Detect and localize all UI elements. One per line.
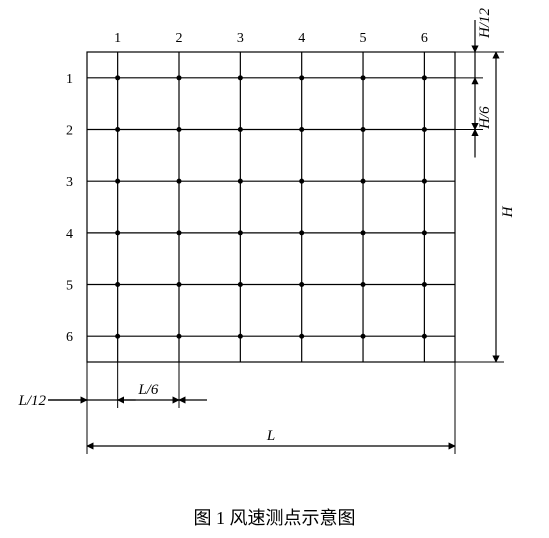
svg-text:L: L <box>266 428 275 444</box>
dimension-group: L H L/12 L/6 H/12 H/6 <box>17 8 516 455</box>
svg-text:2: 2 <box>66 124 73 139</box>
svg-text:6: 6 <box>421 31 428 46</box>
svg-text:H/6: H/6 <box>477 106 493 130</box>
svg-text:6: 6 <box>66 330 73 345</box>
svg-text:L/6: L/6 <box>137 382 159 398</box>
svg-text:1: 1 <box>114 31 121 46</box>
svg-text:4: 4 <box>298 31 305 46</box>
svg-text:2: 2 <box>176 31 183 46</box>
svg-text:3: 3 <box>237 31 244 46</box>
svg-text:5: 5 <box>360 31 367 46</box>
figure-caption: 图 1 风速测点示意图 <box>0 504 549 530</box>
svg-text:1: 1 <box>66 72 73 87</box>
svg-text:4: 4 <box>66 227 73 242</box>
grid-group: 1 2 3 4 5 6 1 2 3 4 5 6 <box>66 31 455 362</box>
svg-text:5: 5 <box>66 279 73 294</box>
diagram-svg: 1 2 3 4 5 6 1 2 3 4 5 6 L H L/12 L/6 H/12 H/6 <box>0 0 549 500</box>
svg-text:3: 3 <box>66 175 73 190</box>
svg-text:L/12: L/12 <box>17 393 46 409</box>
svg-text:H: H <box>500 205 516 218</box>
diagram-container: 1 2 3 4 5 6 1 2 3 4 5 6 L H L/12 L/6 H/12 H/6 图 1 风速测点示意… <box>0 0 549 538</box>
svg-text:H/12: H/12 <box>477 8 493 40</box>
